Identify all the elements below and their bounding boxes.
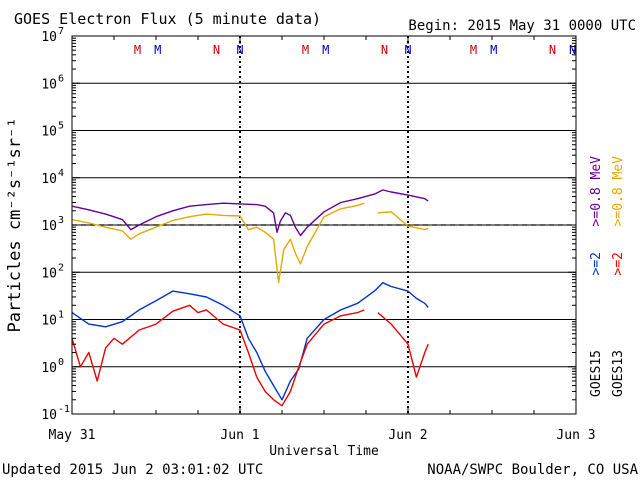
x-axis-label: Universal Time [269, 444, 379, 459]
y-tick-exponent: 4 [58, 168, 64, 179]
y-tick-exponent: 7 [58, 26, 64, 37]
noon-marker-label: N [213, 43, 220, 57]
noon-marker-label: N [549, 43, 556, 57]
legend-entry: >=2 [589, 252, 604, 275]
x-tick-label: Jun 1 [220, 428, 259, 443]
source-credit: NOAA/SWPC Boulder, CO USA [427, 462, 638, 478]
y-tick-base: 10 [41, 219, 57, 234]
y-tick-exponent: -1 [58, 404, 70, 415]
y-tick-exponent: 1 [58, 310, 64, 321]
noon-marker-label: M [134, 43, 141, 57]
noon-marker-label: N [404, 43, 411, 57]
noon-marker-label: N [236, 43, 243, 57]
y-tick-label: 10 0 [41, 357, 64, 376]
chart-title: GOES Electron Flux (5 minute data) [14, 10, 321, 28]
legend-entry: >=0.8 MeV [589, 156, 604, 227]
y-tick-label: 10 3 [41, 215, 64, 234]
begin-label: Begin: 2015 May 31 0000 UTC [408, 18, 636, 34]
y-tick-base: 10 [41, 266, 57, 281]
legend-entry: >=2 [611, 252, 626, 275]
series-line-2 [71, 202, 429, 284]
updated-timestamp: Updated 2015 Jun 2 03:01:02 UTC [2, 462, 263, 478]
series-line-1 [71, 189, 429, 237]
legend-entry: >=0.8 MeV [611, 156, 626, 227]
y-tick-exponent: 6 [58, 73, 64, 84]
y-tick-base: 10 [41, 172, 57, 187]
noon-marker-label: N [381, 43, 388, 57]
y-tick-exponent: 0 [58, 357, 64, 368]
y-tick-label: 10 4 [41, 168, 64, 187]
y-tick-label: 10 5 [41, 121, 64, 140]
y-tick-base: 10 [41, 125, 57, 140]
y-tick-label: 10 -1 [41, 404, 70, 423]
legend-entry: GOES13 [611, 350, 626, 397]
noon-marker-label: M [322, 43, 329, 57]
noon-marker-label: M [154, 43, 161, 57]
series-line-3 [71, 282, 429, 401]
x-tick-label: Jun 3 [556, 428, 595, 443]
y-tick-base: 10 [41, 30, 57, 45]
y-tick-exponent: 5 [58, 121, 64, 132]
noon-marker-label: M [470, 43, 477, 57]
x-axis-ticks: May 31 Jun 1 Jun 2 Jun 3 [49, 36, 596, 443]
y-tick-label: 10 2 [41, 262, 64, 281]
y-axis-label: Particles cm⁻²s⁻¹sr⁻¹ [5, 118, 25, 333]
y-tick-base: 10 [41, 314, 57, 329]
y-tick-label: 10 6 [41, 73, 64, 92]
x-tick-label: May 31 [49, 428, 96, 443]
y-tick-label: 10 7 [41, 26, 64, 45]
y-tick-base: 10 [41, 77, 57, 92]
noon-marker-label: M [302, 43, 309, 57]
y-tick-base: 10 [41, 408, 57, 423]
x-tick-label: Jun 2 [388, 428, 427, 443]
y-tick-label: 10 1 [41, 310, 64, 329]
data-series [71, 189, 429, 407]
y-tick-exponent: 3 [58, 215, 64, 226]
day-boundaries [239, 36, 409, 414]
noon-marker-label: M [490, 43, 497, 57]
right-legend: >=0.8 MeV >=0.8 MeV >=2 >=2 GOES15 GOES13 [589, 156, 626, 397]
series-line-4 [71, 304, 429, 407]
legend-entry: GOES15 [589, 350, 604, 397]
y-tick-base: 10 [41, 361, 57, 376]
y-tick-exponent: 2 [58, 262, 64, 273]
